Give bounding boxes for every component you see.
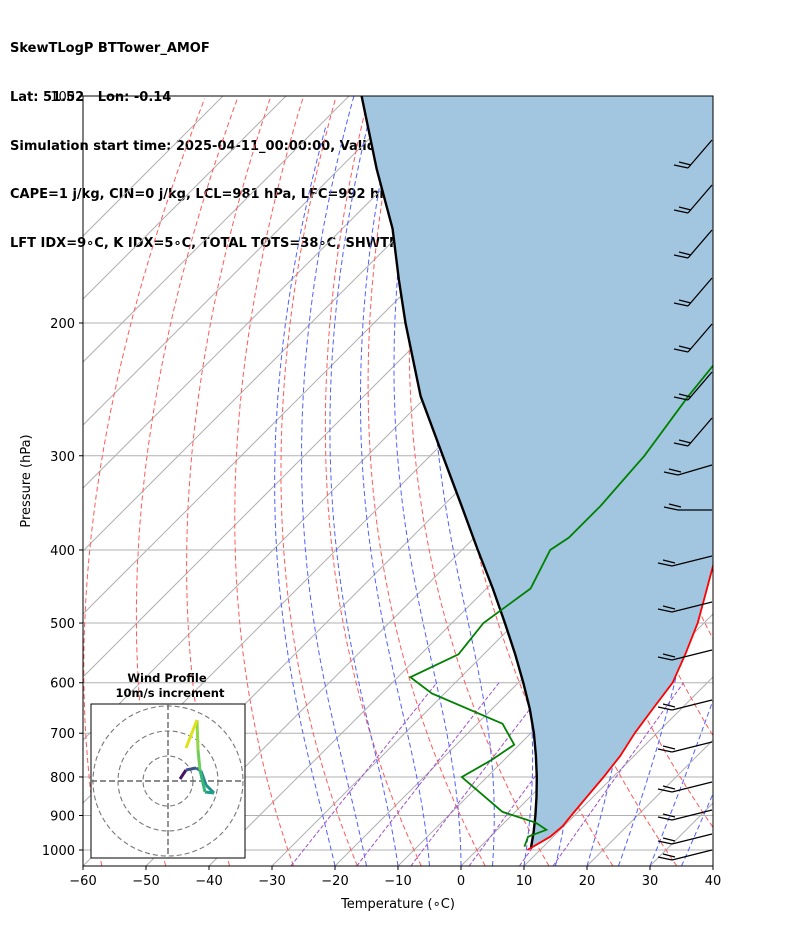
wind-barb xyxy=(673,139,713,169)
dry-adiabat xyxy=(234,98,304,866)
x-tick-label: 40 xyxy=(705,874,722,889)
temperature-line xyxy=(526,562,713,851)
x-axis-label: Temperature (∘C) xyxy=(340,897,455,912)
moist-adiabat xyxy=(329,96,399,866)
title-line-1: SkewTLogP BTTower_AMOF xyxy=(10,41,210,57)
wind-barb xyxy=(673,371,713,401)
wind-barb xyxy=(673,184,713,214)
mixing-ratio-line xyxy=(290,682,438,866)
isotherm-line xyxy=(83,96,413,426)
x-tick-label: 20 xyxy=(579,874,596,889)
y-axis: 100 200 300 400 500 600 700 800 900 1000 xyxy=(42,90,83,859)
wind-profile-inset: Wind Profile 10m/s increment xyxy=(90,671,246,859)
wind-barb xyxy=(673,229,713,259)
y-tick-label: 700 xyxy=(50,727,75,742)
x-tick-label: 10 xyxy=(516,874,533,889)
x-tick-label: 30 xyxy=(642,874,659,889)
y-tick-label: 900 xyxy=(50,810,75,825)
isotherm-line xyxy=(712,865,713,866)
y-tick-label: 400 xyxy=(50,544,75,559)
y-tick-label: 100 xyxy=(50,90,75,105)
isotherm-line xyxy=(397,550,713,866)
isotherm-line xyxy=(334,487,713,866)
x-tick-label: −40 xyxy=(195,874,222,889)
isotherm-line xyxy=(83,96,350,363)
moist-adiabat xyxy=(712,864,713,866)
hodograph-segment xyxy=(185,766,197,772)
hodograph-segment xyxy=(198,769,207,793)
cape-shading xyxy=(361,96,713,850)
inset-title: Wind Profile xyxy=(127,671,207,685)
isotherm-line xyxy=(523,676,713,866)
hodograph-segment xyxy=(196,749,202,771)
wind-barb xyxy=(657,849,713,861)
wind-barb xyxy=(673,323,713,353)
moist-adiabat xyxy=(301,96,367,866)
wind-barb xyxy=(657,649,713,661)
mixing-ratio-line xyxy=(468,682,606,866)
y-tick-label: 600 xyxy=(50,677,75,692)
wind-barb xyxy=(657,555,713,567)
isotherm-line xyxy=(83,96,476,489)
dry-adiabat xyxy=(367,98,486,866)
hodograph-segment xyxy=(204,790,215,795)
dry-adiabat xyxy=(524,98,713,829)
moist-adiabat xyxy=(393,96,462,866)
moist-adiabat xyxy=(618,96,699,866)
wind-barb xyxy=(657,601,713,613)
isotherm-line xyxy=(83,96,287,300)
dry-adiabat xyxy=(83,98,206,866)
isotherm-line xyxy=(83,96,224,237)
dewpoint-line xyxy=(408,364,713,848)
moist-adiabat xyxy=(649,698,713,866)
moist-adiabat xyxy=(681,792,713,866)
wind-barb xyxy=(657,833,713,845)
mixing-ratio-line xyxy=(552,682,684,866)
x-tick-label: −50 xyxy=(132,874,159,889)
title-line-2: Lat: 51.52 Lon: -0.14 xyxy=(10,90,172,106)
x-tick-label: 0 xyxy=(457,874,465,889)
x-axis: −60 −50 −40 −30 −20 −10 0 10 20 30 40 xyxy=(69,866,721,889)
dry-adiabat xyxy=(761,99,794,866)
y-axis-label: Pressure (hPa) xyxy=(19,434,34,527)
hodograph-segment xyxy=(184,719,199,749)
y-tick-label: 1000 xyxy=(42,844,75,859)
wind-barb xyxy=(657,809,713,821)
dry-adiabat xyxy=(280,98,358,866)
hodograph-segment xyxy=(178,769,188,780)
wind-barb xyxy=(673,417,713,447)
parcel-path-line xyxy=(360,96,539,849)
x-tick-label: −30 xyxy=(258,874,285,889)
x-tick-label: −20 xyxy=(321,874,348,889)
x-tick-label: −10 xyxy=(384,874,411,889)
wind-barb xyxy=(673,277,713,307)
y-tick-label: 200 xyxy=(50,317,75,332)
mixing-ratio-line xyxy=(410,682,551,866)
inset-subtitle: 10m/s increment xyxy=(116,686,225,700)
hodograph-segment xyxy=(195,719,200,751)
wind-barb xyxy=(657,781,713,793)
wind-barb xyxy=(657,741,713,753)
wind-barb xyxy=(663,464,713,476)
y-tick-label: 800 xyxy=(50,771,75,786)
moist-adiabat xyxy=(360,96,430,866)
mixing-ratio-line xyxy=(356,682,500,866)
y-tick-label: 300 xyxy=(50,450,75,465)
dry-adiabat xyxy=(728,99,794,866)
wind-barbs xyxy=(657,139,713,861)
profile-lines xyxy=(360,96,713,851)
wind-barb xyxy=(663,503,712,511)
y-tick-label: 500 xyxy=(50,617,75,632)
x-tick-label: −60 xyxy=(69,874,96,889)
wind-barb xyxy=(657,699,713,711)
